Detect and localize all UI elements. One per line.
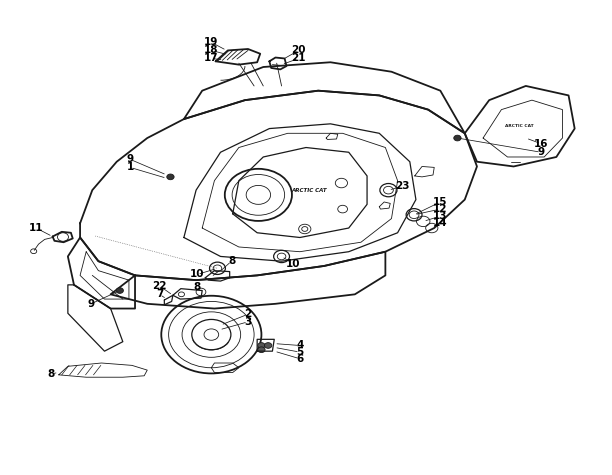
Text: 12: 12 bbox=[433, 204, 447, 214]
Text: 19: 19 bbox=[204, 38, 218, 48]
Text: 8: 8 bbox=[193, 282, 201, 292]
Text: 2: 2 bbox=[244, 309, 252, 319]
Text: 21: 21 bbox=[291, 54, 306, 64]
Text: 8: 8 bbox=[47, 369, 54, 379]
Circle shape bbox=[167, 174, 174, 180]
Circle shape bbox=[116, 288, 124, 294]
Text: 16: 16 bbox=[534, 139, 548, 149]
Text: 15: 15 bbox=[433, 197, 447, 207]
Text: 6: 6 bbox=[296, 354, 304, 364]
Text: 17: 17 bbox=[204, 54, 218, 64]
Text: 5: 5 bbox=[296, 347, 304, 357]
Text: 13: 13 bbox=[433, 211, 447, 221]
Text: 23: 23 bbox=[395, 181, 409, 191]
Text: 9: 9 bbox=[127, 154, 133, 164]
Text: 7: 7 bbox=[156, 289, 163, 299]
Text: 20: 20 bbox=[291, 46, 306, 56]
Circle shape bbox=[264, 342, 272, 348]
Text: 9: 9 bbox=[88, 299, 95, 309]
Text: 18: 18 bbox=[204, 46, 218, 56]
Text: 1: 1 bbox=[127, 162, 134, 172]
Circle shape bbox=[453, 135, 461, 141]
Text: 3: 3 bbox=[244, 317, 252, 327]
Text: ARCTIC CAT: ARCTIC CAT bbox=[291, 188, 327, 193]
Text: 4: 4 bbox=[296, 341, 304, 351]
Text: 10: 10 bbox=[285, 258, 300, 268]
Circle shape bbox=[258, 342, 265, 348]
Text: 14: 14 bbox=[433, 218, 447, 228]
Text: 10: 10 bbox=[190, 269, 204, 279]
Circle shape bbox=[258, 347, 265, 352]
Text: 11: 11 bbox=[29, 223, 43, 233]
Text: ARCTIC CAT: ARCTIC CAT bbox=[506, 124, 534, 128]
Text: 22: 22 bbox=[152, 281, 166, 291]
Text: 8: 8 bbox=[228, 256, 235, 266]
Text: 9: 9 bbox=[537, 147, 545, 157]
